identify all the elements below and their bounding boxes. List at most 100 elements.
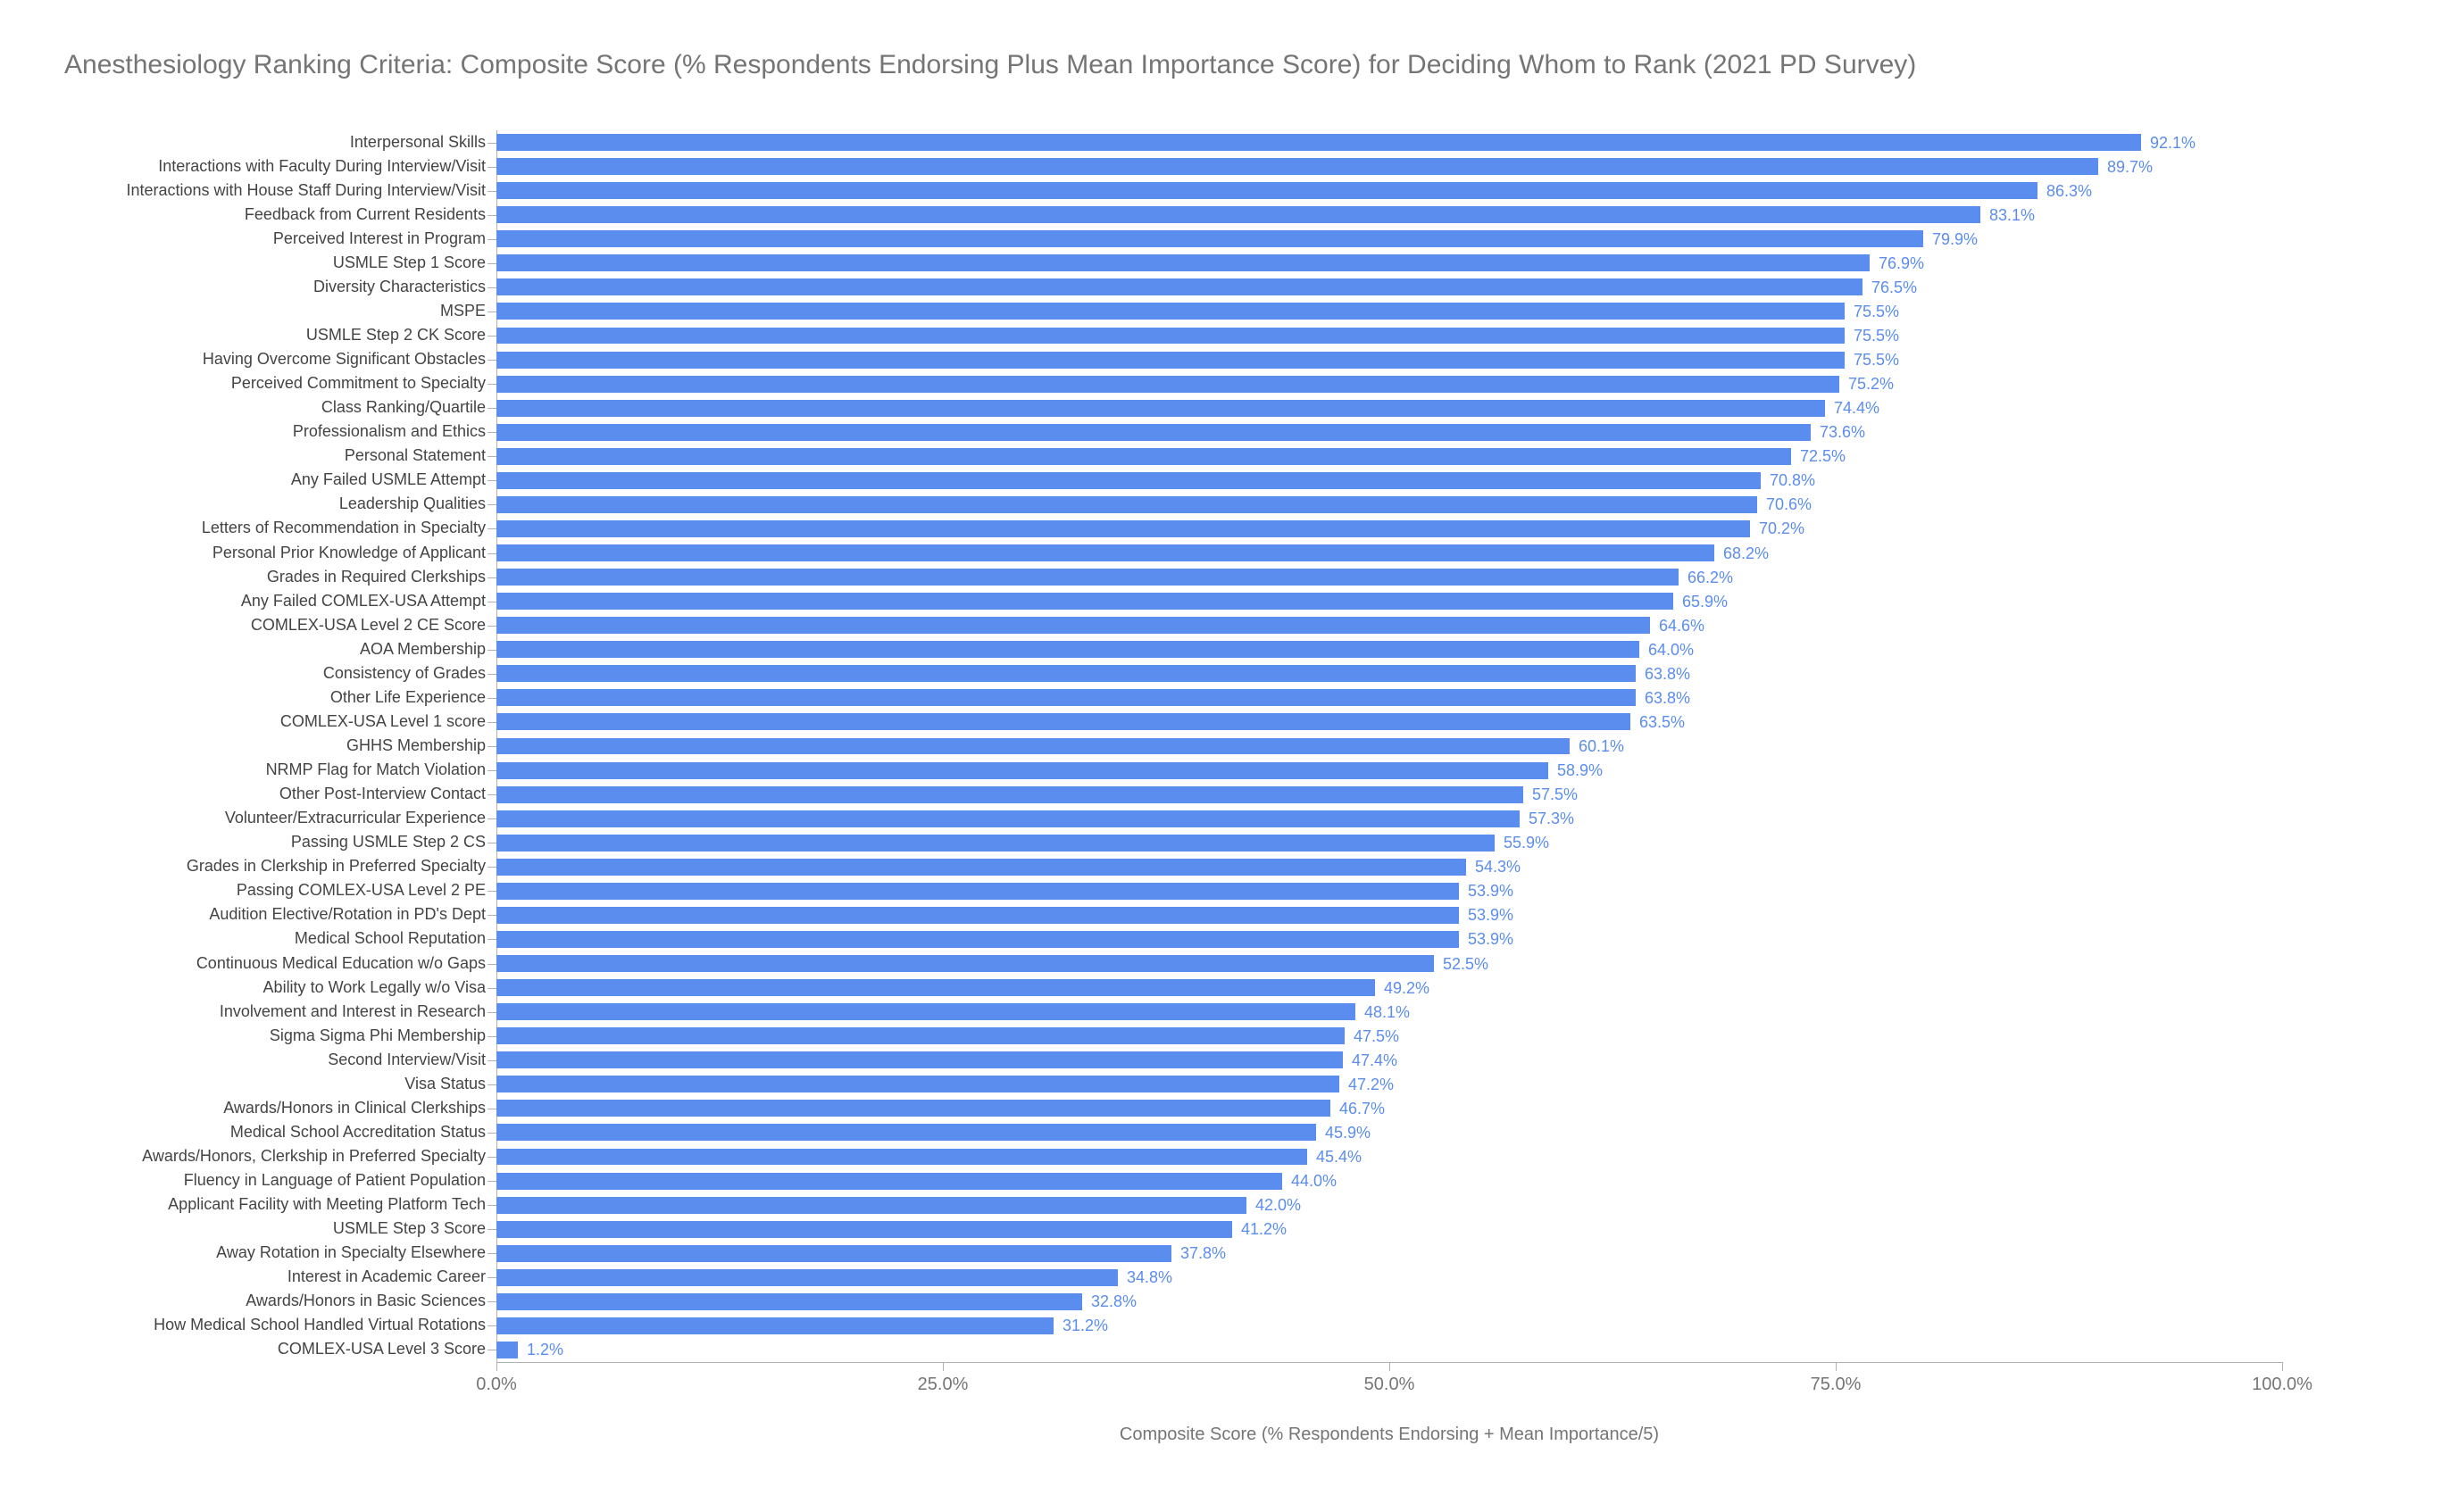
- y-tick-mark: [488, 1181, 496, 1182]
- bar-value-label: 52.5%: [1443, 955, 1488, 974]
- y-axis-label: Professionalism and Ethics: [293, 422, 486, 441]
- bar-value-label: 53.9%: [1468, 930, 1513, 949]
- y-axis-label: Sigma Sigma Phi Membership: [270, 1026, 486, 1045]
- bar-value-label: 70.2%: [1759, 519, 1804, 538]
- y-axis-label: Away Rotation in Specialty Elsewhere: [216, 1243, 486, 1262]
- y-tick-mark: [488, 698, 496, 699]
- bar-value-label: 57.5%: [1532, 785, 1578, 804]
- bar-value-label: 47.2%: [1348, 1076, 1394, 1094]
- bar: [496, 979, 1375, 996]
- y-tick-mark: [488, 1012, 496, 1013]
- y-tick-mark: [488, 432, 496, 433]
- x-tick-label: 25.0%: [918, 1375, 969, 1395]
- y-axis-label: Applicant Facility with Meeting Platform…: [168, 1195, 486, 1214]
- chart-title: Anesthesiology Ranking Criteria: Composi…: [64, 50, 1916, 80]
- bar-value-label: 70.8%: [1770, 471, 1815, 490]
- bar: [496, 448, 1791, 465]
- y-axis-label: GHHS Membership: [346, 736, 486, 755]
- bar-value-label: 74.4%: [1834, 399, 1879, 418]
- y-axis-label: USMLE Step 2 CK Score: [306, 326, 486, 345]
- bar: [496, 1100, 1330, 1117]
- bar: [496, 230, 1923, 247]
- y-tick-mark: [488, 818, 496, 819]
- y-axis-label: Ability to Work Legally w/o Visa: [263, 978, 486, 997]
- bar: [496, 352, 1845, 369]
- bar-value-label: 47.4%: [1352, 1051, 1397, 1070]
- y-tick-mark: [488, 143, 496, 144]
- bar-value-label: 46.7%: [1339, 1100, 1385, 1118]
- y-axis-label: Interactions with Faculty During Intervi…: [158, 157, 486, 176]
- bar: [496, 835, 1495, 852]
- bar: [496, 617, 1650, 634]
- y-tick-mark: [488, 1253, 496, 1254]
- y-tick-mark: [488, 456, 496, 457]
- y-tick-mark: [488, 480, 496, 481]
- y-tick-mark: [488, 1277, 496, 1278]
- y-axis-label: Class Ranking/Quartile: [321, 398, 486, 417]
- bar-value-label: 64.0%: [1648, 641, 1694, 660]
- bar: [496, 931, 1459, 948]
- chart-page: { "chart": { "type": "bar-horizontal", "…: [0, 0, 2450, 1512]
- y-axis-label: MSPE: [440, 302, 486, 320]
- x-tick-label: 50.0%: [1364, 1375, 1415, 1395]
- bar-value-label: 1.2%: [527, 1341, 563, 1359]
- bar-value-label: 45.9%: [1325, 1124, 1371, 1142]
- y-axis-label: Awards/Honors, Clerkship in Preferred Sp…: [142, 1147, 486, 1166]
- bar-value-label: 83.1%: [1989, 206, 2035, 225]
- bar: [496, 955, 1434, 972]
- y-tick-mark: [488, 1157, 496, 1158]
- y-tick-mark: [488, 167, 496, 168]
- bar-value-label: 44.0%: [1291, 1172, 1337, 1191]
- bar-value-label: 54.3%: [1475, 858, 1521, 876]
- y-tick-mark: [488, 528, 496, 529]
- y-tick-mark: [488, 1084, 496, 1085]
- bar-value-label: 31.2%: [1062, 1317, 1108, 1335]
- y-tick-mark: [488, 263, 496, 264]
- x-tick-mark: [1836, 1362, 1837, 1371]
- y-axis-label: Passing USMLE Step 2 CS: [291, 833, 486, 852]
- y-axis-label: Medical School Accreditation Status: [230, 1123, 486, 1142]
- y-tick-mark: [488, 746, 496, 747]
- bar-value-label: 63.5%: [1639, 713, 1685, 732]
- bar: [496, 1342, 518, 1358]
- bar: [496, 883, 1459, 900]
- bar-value-label: 53.9%: [1468, 882, 1513, 901]
- bar-value-label: 34.8%: [1127, 1268, 1172, 1287]
- plot-area: 0.0%25.0%50.0%75.0%100.0%92.1%89.7%86.3%…: [496, 130, 2282, 1362]
- bar-value-label: 75.5%: [1854, 303, 1899, 321]
- y-tick-mark: [488, 384, 496, 385]
- bar: [496, 158, 2098, 175]
- y-axis-label: Audition Elective/Rotation in PD's Dept: [209, 905, 486, 924]
- bar-value-label: 32.8%: [1091, 1292, 1137, 1311]
- x-tick-mark: [1389, 1362, 1390, 1371]
- y-tick-mark: [488, 215, 496, 216]
- y-axis-label: Volunteer/Extracurricular Experience: [225, 809, 486, 827]
- y-axis-label: COMLEX-USA Level 3 Score: [278, 1340, 486, 1358]
- bar-value-label: 75.2%: [1848, 375, 1894, 394]
- bar: [496, 278, 1862, 295]
- bar: [496, 593, 1673, 610]
- y-axis-label: USMLE Step 1 Score: [333, 253, 486, 272]
- y-tick-mark: [488, 1229, 496, 1230]
- bar-value-label: 76.9%: [1879, 254, 1924, 273]
- bar: [496, 1076, 1339, 1092]
- bar: [496, 1051, 1343, 1068]
- bar: [496, 400, 1825, 417]
- y-axis-label: Grades in Clerkship in Preferred Special…: [187, 857, 486, 876]
- bar-value-label: 66.2%: [1688, 569, 1733, 587]
- bar: [496, 134, 2141, 151]
- bar: [496, 303, 1845, 320]
- y-axis-label: Awards/Honors in Clinical Clerkships: [223, 1099, 486, 1117]
- bar: [496, 1027, 1345, 1044]
- y-tick-mark: [488, 722, 496, 723]
- y-axis-label: Letters of Recommendation in Specialty: [202, 519, 486, 537]
- y-axis-label: AOA Membership: [360, 640, 486, 659]
- bar: [496, 472, 1761, 489]
- y-tick-mark: [488, 577, 496, 578]
- y-axis-label: Perceived Commitment to Specialty: [231, 374, 486, 393]
- bar-value-label: 55.9%: [1504, 834, 1549, 852]
- bar-value-label: 65.9%: [1682, 593, 1728, 611]
- y-axis-label: Passing COMLEX-USA Level 2 PE: [237, 881, 486, 900]
- x-tick-mark: [496, 1362, 497, 1371]
- bar: [496, 689, 1636, 706]
